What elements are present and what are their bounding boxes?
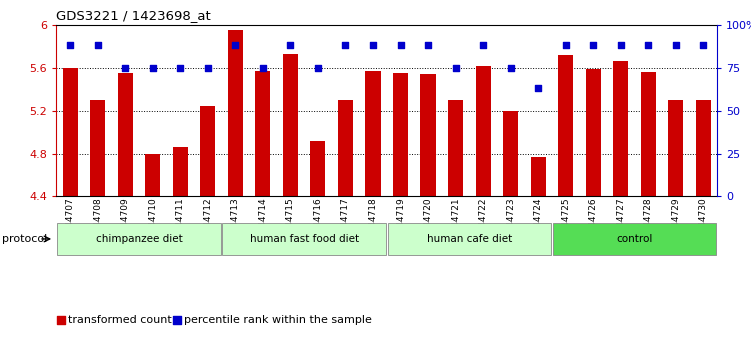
- Point: [119, 65, 131, 70]
- Point: [285, 42, 297, 48]
- Text: GSM144722: GSM144722: [478, 198, 487, 252]
- Bar: [558, 55, 573, 354]
- Text: percentile rank within the sample: percentile rank within the sample: [183, 315, 372, 325]
- Bar: [173, 147, 188, 354]
- Text: human fast food diet: human fast food diet: [249, 234, 359, 244]
- Point: [450, 65, 462, 70]
- Bar: [586, 69, 601, 354]
- Bar: [393, 73, 408, 354]
- Text: GSM144719: GSM144719: [396, 198, 405, 252]
- Point: [64, 42, 76, 48]
- Point: [92, 42, 104, 48]
- Point: [367, 42, 379, 48]
- Bar: [145, 154, 160, 354]
- Text: control: control: [617, 234, 653, 244]
- Point: [257, 65, 269, 70]
- Text: GSM144715: GSM144715: [286, 198, 295, 252]
- Point: [56, 318, 68, 323]
- Bar: [62, 68, 77, 354]
- Point: [477, 42, 489, 48]
- Text: GSM144724: GSM144724: [534, 198, 543, 252]
- Point: [394, 42, 406, 48]
- FancyBboxPatch shape: [222, 223, 386, 255]
- Point: [505, 65, 517, 70]
- Bar: [310, 141, 325, 354]
- Bar: [255, 71, 270, 354]
- Text: GSM144723: GSM144723: [506, 198, 515, 252]
- Text: GSM144727: GSM144727: [617, 198, 626, 252]
- Text: GSM144709: GSM144709: [121, 198, 130, 252]
- Point: [532, 85, 544, 91]
- Point: [229, 42, 241, 48]
- FancyBboxPatch shape: [553, 223, 716, 255]
- Text: GSM144729: GSM144729: [671, 198, 680, 252]
- Text: transformed count: transformed count: [68, 315, 172, 325]
- Text: GSM144726: GSM144726: [589, 198, 598, 252]
- Point: [422, 42, 434, 48]
- Bar: [283, 54, 298, 354]
- Bar: [201, 106, 216, 354]
- Text: GSM144716: GSM144716: [313, 198, 322, 252]
- Bar: [118, 73, 133, 354]
- FancyBboxPatch shape: [388, 223, 551, 255]
- Text: GSM144712: GSM144712: [204, 198, 213, 252]
- Text: GSM144707: GSM144707: [65, 198, 74, 252]
- FancyBboxPatch shape: [57, 223, 221, 255]
- Text: human cafe diet: human cafe diet: [427, 234, 512, 244]
- Text: GSM144718: GSM144718: [369, 198, 378, 252]
- Bar: [668, 100, 683, 354]
- Bar: [503, 110, 518, 354]
- Point: [146, 65, 158, 70]
- Bar: [641, 72, 656, 354]
- Bar: [475, 65, 490, 354]
- Text: GSM144717: GSM144717: [341, 198, 350, 252]
- Point: [339, 42, 351, 48]
- Text: GSM144710: GSM144710: [148, 198, 157, 252]
- Bar: [90, 100, 105, 354]
- Bar: [531, 157, 546, 354]
- Point: [202, 65, 214, 70]
- Text: GSM144714: GSM144714: [258, 198, 267, 252]
- Bar: [421, 74, 436, 354]
- Text: GSM144713: GSM144713: [231, 198, 240, 252]
- Point: [174, 65, 186, 70]
- Text: protocol: protocol: [2, 234, 47, 244]
- Text: GSM144711: GSM144711: [176, 198, 185, 252]
- Text: chimpanzee diet: chimpanzee diet: [95, 234, 182, 244]
- Text: GDS3221 / 1423698_at: GDS3221 / 1423698_at: [56, 9, 211, 22]
- Text: GSM144725: GSM144725: [561, 198, 570, 252]
- Point: [312, 65, 324, 70]
- Bar: [366, 71, 381, 354]
- Bar: [696, 100, 711, 354]
- Bar: [338, 100, 353, 354]
- Bar: [614, 61, 629, 354]
- Point: [698, 42, 710, 48]
- Point: [587, 42, 599, 48]
- Bar: [448, 100, 463, 354]
- Text: GSM144721: GSM144721: [451, 198, 460, 252]
- Text: GSM144720: GSM144720: [424, 198, 433, 252]
- Text: GSM144728: GSM144728: [644, 198, 653, 252]
- Point: [559, 42, 572, 48]
- Text: GSM144730: GSM144730: [699, 198, 708, 252]
- Point: [642, 42, 654, 48]
- Point: [615, 42, 627, 48]
- Text: GSM144708: GSM144708: [93, 198, 102, 252]
- Bar: [228, 30, 243, 354]
- Point: [171, 318, 183, 323]
- Point: [670, 42, 682, 48]
